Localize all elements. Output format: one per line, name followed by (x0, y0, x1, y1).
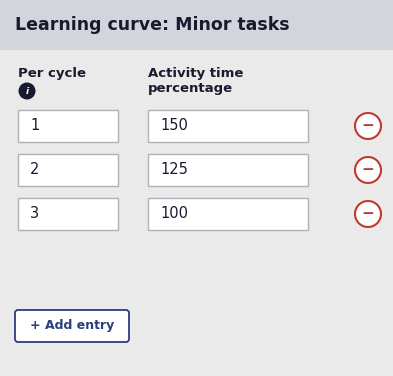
FancyBboxPatch shape (18, 198, 118, 230)
FancyBboxPatch shape (15, 310, 129, 342)
Text: Learning curve: Minor tasks: Learning curve: Minor tasks (15, 16, 290, 34)
Text: 150: 150 (160, 118, 188, 133)
FancyBboxPatch shape (148, 198, 308, 230)
Text: 125: 125 (160, 162, 188, 177)
Text: percentage: percentage (148, 82, 233, 95)
FancyBboxPatch shape (18, 110, 118, 142)
FancyBboxPatch shape (148, 110, 308, 142)
Text: 100: 100 (160, 206, 188, 221)
Circle shape (355, 201, 381, 227)
Text: Per cycle: Per cycle (18, 67, 86, 80)
Text: −: − (362, 118, 375, 133)
FancyBboxPatch shape (0, 0, 393, 50)
FancyBboxPatch shape (18, 154, 118, 186)
Text: 2: 2 (30, 162, 39, 177)
FancyBboxPatch shape (148, 154, 308, 186)
Text: −: − (362, 206, 375, 221)
Text: 1: 1 (30, 118, 39, 133)
Text: + Add entry: + Add entry (30, 320, 114, 332)
Circle shape (355, 113, 381, 139)
Circle shape (18, 82, 35, 100)
Text: 3: 3 (30, 206, 39, 221)
Text: i: i (26, 87, 29, 96)
Text: −: − (362, 162, 375, 177)
Text: Activity time: Activity time (148, 67, 243, 80)
Circle shape (355, 157, 381, 183)
